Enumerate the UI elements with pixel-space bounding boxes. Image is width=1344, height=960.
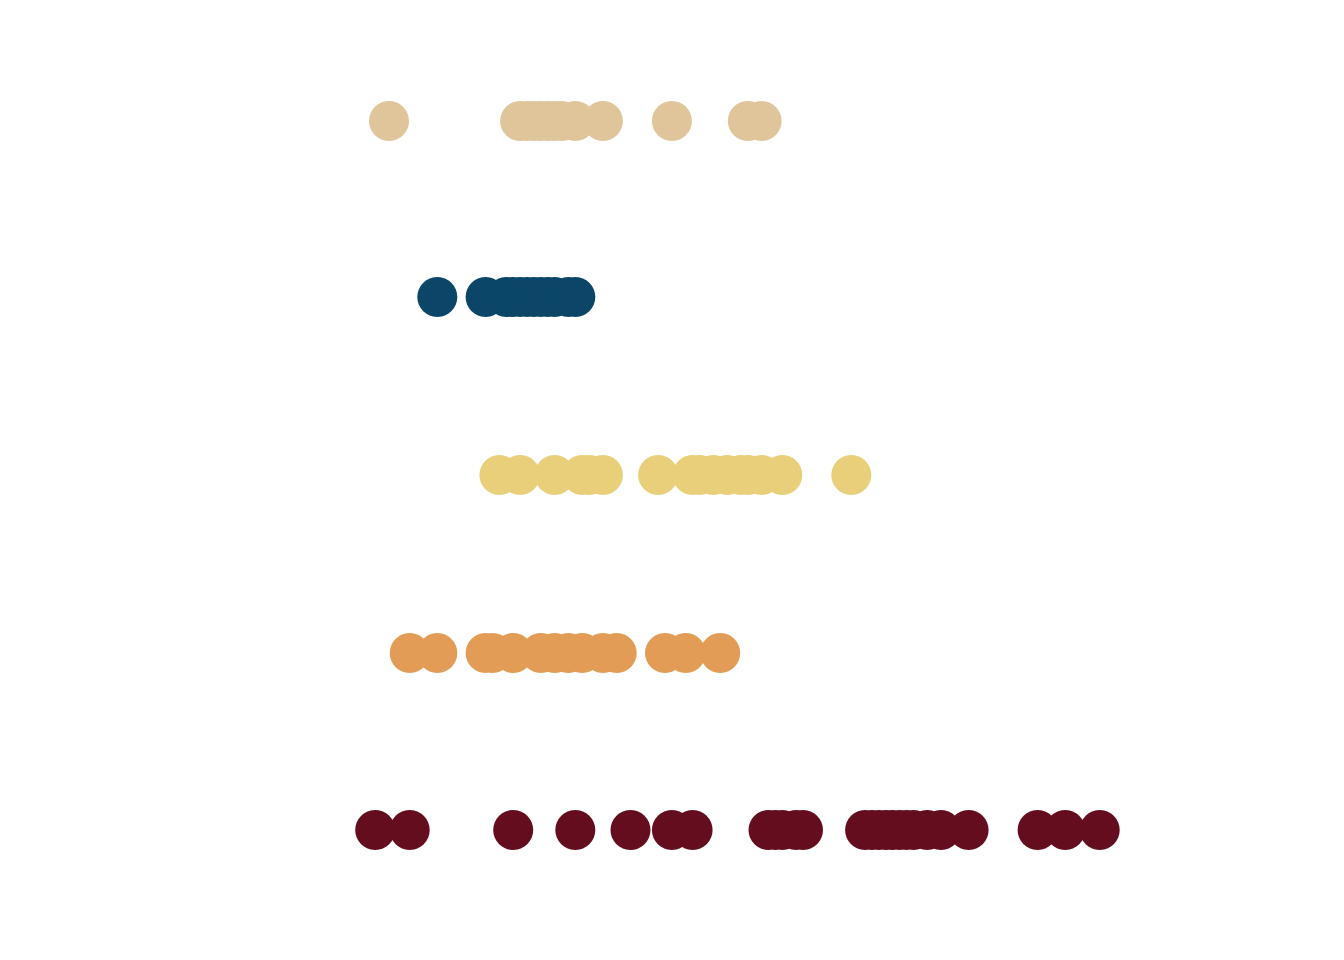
data-point-3-15: [762, 455, 803, 495]
data-point-4-2: [417, 633, 458, 673]
data-point-4-14: [700, 633, 741, 673]
data-point-1-11: [651, 101, 692, 141]
series-3: [479, 455, 872, 495]
series-5: [355, 810, 1120, 850]
data-point-5-1: [355, 810, 396, 850]
data-point-4-1: [389, 633, 430, 673]
data-point-1-1: [369, 101, 409, 141]
data-point-5-12: [783, 810, 823, 850]
data-point-5-2: [389, 810, 430, 850]
data-point-4-13: [665, 633, 706, 673]
data-point-1-13: [741, 101, 782, 141]
data-point-3-16: [831, 455, 872, 495]
data-point-5-4: [555, 810, 596, 850]
data-point-3-6: [582, 455, 623, 495]
chart-marks: [355, 101, 1120, 850]
data-point-2-12: [555, 277, 596, 317]
data-point-5-26: [1079, 810, 1120, 850]
data-point-5-24: [1017, 810, 1058, 850]
data-point-4-11: [596, 633, 637, 673]
data-point-5-3: [493, 810, 534, 850]
data-point-5-7: [672, 810, 713, 850]
data-point-3-2: [500, 455, 541, 495]
data-point-5-25: [1045, 810, 1086, 850]
series-2: [417, 277, 596, 317]
data-point-5-5: [610, 810, 651, 850]
data-point-2-1: [417, 277, 458, 317]
data-point-4-5: [493, 633, 534, 673]
data-point-3-7: [638, 455, 679, 495]
data-point-1-10: [582, 101, 623, 141]
series-4: [389, 633, 741, 673]
data-point-5-22: [921, 810, 961, 850]
series-1: [369, 101, 782, 141]
data-point-1-9: [555, 101, 596, 141]
data-point-3-3: [534, 455, 575, 495]
data-point-5-23: [948, 810, 989, 850]
